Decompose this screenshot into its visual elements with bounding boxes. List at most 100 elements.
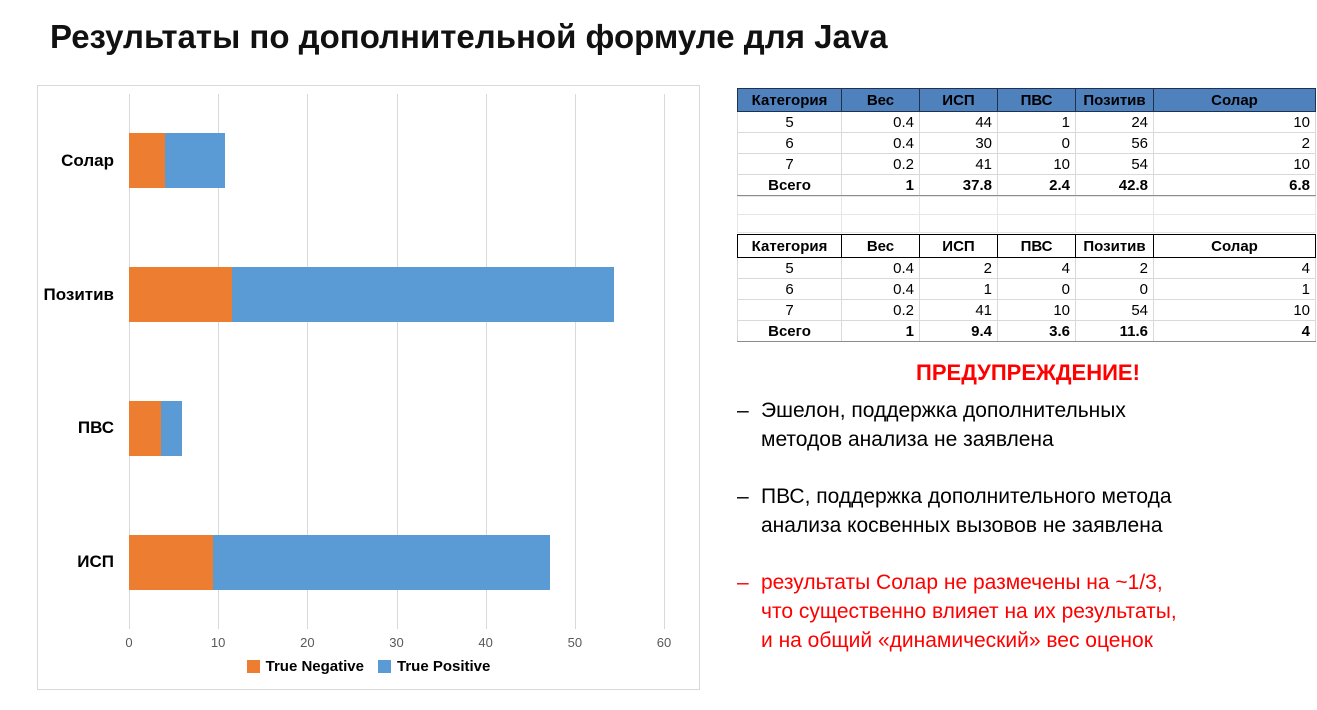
ghost-cell — [997, 214, 1076, 233]
table-row: 5 0.4 44 1 24 10 — [737, 111, 1316, 133]
warning-line: методов анализа не заявлена — [761, 428, 1054, 451]
warning-bullet: – — [737, 485, 749, 508]
legend-swatch-true-negative — [246, 660, 260, 673]
true-positive-table-wrap: Категория Вес ИСП ПВС Позитив Солар 5 0.4 44 1 24 1… — [737, 88, 1316, 342]
spreadsheet-ghost-grid — [737, 196, 1316, 233]
ghost-cell — [919, 196, 998, 215]
chart-x-tick-label: 10 — [210, 635, 226, 650]
true-positive-table: Категория Вес ИСП ПВС Позитив Солар 5 0.4 44 1 24 1… — [737, 88, 1316, 196]
table-cell: 2 — [1153, 132, 1316, 154]
table-cell: 0 — [1075, 278, 1154, 300]
table-header-row: Категория Вес ИСП ПВС Позитив Солар — [737, 234, 1316, 258]
warning-bullet: – — [737, 571, 749, 594]
chart-category-label: ПВС — [77, 418, 114, 438]
chart-gridline — [307, 94, 309, 629]
table-cell: 41 — [919, 299, 998, 321]
chart-category-label: Солар — [61, 150, 114, 170]
page-title: Результаты по дополнительной формуле для… — [50, 18, 888, 55]
table-cell: 10 — [1153, 299, 1316, 321]
warning-line: результаты Солар не размечены на ~1/3, — [761, 571, 1163, 594]
chart-category-label: Позитив — [43, 284, 114, 304]
table-cell: 6.8 — [1153, 174, 1316, 196]
table-cell: 5 — [737, 257, 842, 279]
legend-item: True Negative — [246, 658, 364, 675]
table-cell: 30 — [919, 132, 998, 154]
table-head: Категория Вес ИСП ПВС Позитив Солар — [737, 88, 1316, 112]
warning-line: ПВС, поддержка дополнительного метода — [761, 485, 1172, 508]
ghost-cell — [841, 196, 920, 215]
table-cell: 5 — [737, 111, 842, 133]
chart-gridline — [574, 94, 576, 629]
table-cell: 10 — [997, 299, 1076, 321]
chart-gridline — [396, 94, 398, 629]
table-cell: 0.4 — [841, 278, 920, 300]
table-body: 5 0.4 44 1 24 10 6 0.4 30 0 56 2 7 0.2 41 10 54 10 Всего 1 3… — [737, 111, 1316, 196]
chart-bar-segment-true-negative — [129, 267, 233, 323]
table-cell: 42.8 — [1075, 174, 1154, 196]
chart-x-tick-label: 0 — [125, 635, 133, 650]
table-cell: 7 — [737, 299, 842, 321]
table-row: 7 0.2 41 10 54 10 — [737, 153, 1316, 175]
chart-x-tick-label: 40 — [478, 635, 493, 650]
table-cell: 54 — [1075, 299, 1154, 321]
table-cell: 0.2 — [841, 299, 920, 321]
chart-category-label: ИСП — [77, 552, 114, 572]
table-row: 6 0.4 30 0 56 2 — [737, 132, 1316, 154]
chart-bar-segment-true-negative — [129, 133, 165, 189]
table-row: 7 0.2 41 10 54 10 — [737, 299, 1316, 321]
table-head: Категория Вес ИСП ПВС Позитив Солар — [737, 234, 1316, 258]
table-cell: 10 — [997, 153, 1076, 175]
table-cell: 2 — [919, 257, 998, 279]
table-cell: 2.4 — [997, 174, 1076, 196]
table-cell: 10 — [1153, 153, 1316, 175]
table-body: 5 0.4 2 4 2 4 6 0.4 1 0 0 1 7 0.2 41 10 54 10 Всего 1 9.4 3.6… — [737, 257, 1316, 342]
chart-x-tick-label: 60 — [656, 635, 672, 650]
table-cell: 11.6 — [1075, 320, 1154, 342]
table-row: 5 0.4 2 4 2 4 — [737, 257, 1316, 279]
chart-legend: True Negative True Positive — [38, 658, 699, 675]
table-header-cell: Солар — [1153, 88, 1316, 112]
warning-bullet: – — [737, 399, 749, 422]
table-cell: 1 — [997, 111, 1076, 133]
table-header-row: Категория Вес ИСП ПВС Позитив Солар — [737, 88, 1316, 112]
chart-bar-segment-true-positive — [164, 133, 226, 189]
table-cell: 4 — [1153, 257, 1316, 279]
table-row: Всего 1 37.8 2.4 42.8 6.8 — [737, 174, 1316, 196]
table-cell: 0.4 — [841, 132, 920, 154]
ghost-cell — [737, 196, 842, 215]
true-negative-table: Категория Вес ИСП ПВС Позитив Солар 5 0.4 2 4 2 4 6 0… — [737, 234, 1316, 342]
ghost-row — [737, 196, 1316, 215]
warning-lines: ПВС, поддержка дополнительного метода ана… — [761, 482, 1172, 540]
ghost-cell — [1075, 214, 1154, 233]
warning-title: ПРЕДУПРЕЖДЕНИЕ! — [916, 360, 1140, 385]
table-header-cell: Позитив — [1075, 234, 1154, 258]
ghost-row — [737, 214, 1316, 233]
table-cell: 3.6 — [997, 320, 1076, 342]
table-cell: 1 — [841, 320, 920, 342]
legend-swatch-true-positive — [378, 660, 391, 673]
table-header-cell: Солар — [1153, 234, 1316, 258]
table-cell: 44 — [919, 111, 998, 133]
warning-line: Эшелон, поддержка дополнительных — [761, 399, 1126, 422]
table-cell: 4 — [1153, 320, 1316, 342]
chart-x-tick-label: 20 — [300, 635, 315, 650]
chart-x-tick-label: 50 — [567, 635, 583, 650]
table-header-cell: Вес — [841, 234, 920, 258]
table-header-cell: ИСП — [919, 88, 998, 112]
table-header-cell: Вес — [841, 88, 920, 112]
table-cell: 0 — [997, 278, 1076, 300]
table-cell: 9.4 — [919, 320, 998, 342]
chart-gridline — [664, 94, 665, 629]
table-cell: Всего — [737, 174, 842, 196]
chart-gridline — [129, 94, 130, 629]
warning-items: – Эшелон, поддержка дополнительных методов… — [737, 396, 1317, 655]
table-cell: 0.2 — [841, 153, 920, 175]
table-header-cell: Позитив — [1075, 88, 1154, 112]
ghost-cell — [997, 196, 1076, 215]
chart-bar-segment-true-positive — [212, 534, 550, 590]
table-cell: 0.4 — [841, 257, 920, 279]
chart-bar-segment-true-negative — [129, 400, 162, 456]
ghost-cell — [1153, 214, 1316, 233]
table-header-cell: ПВС — [997, 88, 1076, 112]
warning-lines: результаты Солар не размечены на ~1/3, чт… — [761, 568, 1177, 655]
